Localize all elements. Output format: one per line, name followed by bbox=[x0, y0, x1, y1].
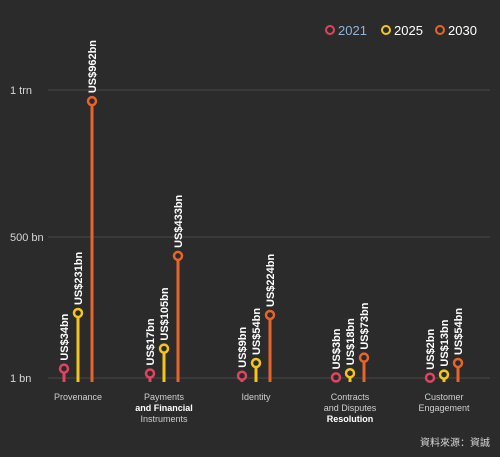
data-point bbox=[58, 363, 70, 374]
data-label: US$54bn bbox=[453, 308, 465, 355]
data-point bbox=[86, 95, 98, 107]
x-tick-label: Engagement bbox=[418, 403, 470, 413]
data-point bbox=[438, 369, 450, 380]
legend: 2021 2025 2030 bbox=[325, 23, 477, 38]
source-note: 資料來源：資誠 bbox=[420, 436, 490, 449]
data-point bbox=[358, 352, 370, 363]
data-label: US$18bn bbox=[345, 318, 357, 365]
data-label: US$54bn bbox=[251, 308, 263, 355]
lollipop-stems bbox=[58, 95, 464, 383]
data-label: US$962bn bbox=[87, 40, 99, 93]
legend-label: 2030 bbox=[448, 23, 477, 38]
data-point bbox=[236, 370, 248, 381]
data-label: US$9bn bbox=[237, 327, 249, 368]
x-tick-label: Instruments bbox=[140, 414, 188, 424]
data-point bbox=[344, 367, 356, 379]
data-label: US$231bn bbox=[73, 252, 85, 305]
y-tick-label: 500 bn bbox=[10, 232, 44, 244]
legend-marker bbox=[435, 25, 445, 35]
x-tick-label: Resolution bbox=[327, 414, 374, 424]
data-point bbox=[172, 250, 184, 262]
x-tick-label: and Disputes bbox=[324, 403, 377, 413]
data-label: US$105bn bbox=[159, 287, 171, 340]
data-point bbox=[144, 368, 156, 379]
legend-marker bbox=[381, 25, 391, 35]
data-label: US$2bn bbox=[425, 328, 437, 369]
data-label: US$73bn bbox=[359, 302, 371, 349]
data-label: US$13bn bbox=[439, 319, 451, 366]
x-tick-label: Customer bbox=[424, 392, 463, 402]
legend-marker bbox=[325, 25, 335, 35]
data-label: US$433bn bbox=[173, 194, 185, 247]
legend-label: 2021 bbox=[338, 23, 367, 38]
x-tick-label: Provenance bbox=[54, 392, 102, 402]
data-point bbox=[452, 357, 464, 369]
y-tick-label: 1 trn bbox=[10, 85, 32, 97]
x-tick-label: Payments bbox=[144, 392, 185, 402]
data-label: US$17bn bbox=[145, 318, 157, 365]
x-tick-label: and Financial bbox=[135, 403, 193, 413]
data-label: US$224bn bbox=[265, 254, 277, 307]
x-tick-label: Identity bbox=[241, 392, 271, 402]
data-label: US$3bn bbox=[331, 328, 343, 369]
data-label: US$34bn bbox=[59, 313, 71, 360]
data-point bbox=[250, 357, 262, 369]
data-point bbox=[158, 343, 170, 354]
legend-label: 2025 bbox=[394, 23, 423, 38]
data-point bbox=[330, 372, 342, 383]
x-tick-label: Contracts bbox=[331, 392, 370, 402]
y-axis: 1 trn 500 bn 1 bn bbox=[10, 85, 44, 385]
data-point bbox=[264, 309, 276, 321]
data-point bbox=[424, 372, 436, 383]
y-tick-label: 1 bn bbox=[10, 373, 31, 385]
data-point bbox=[72, 307, 84, 319]
